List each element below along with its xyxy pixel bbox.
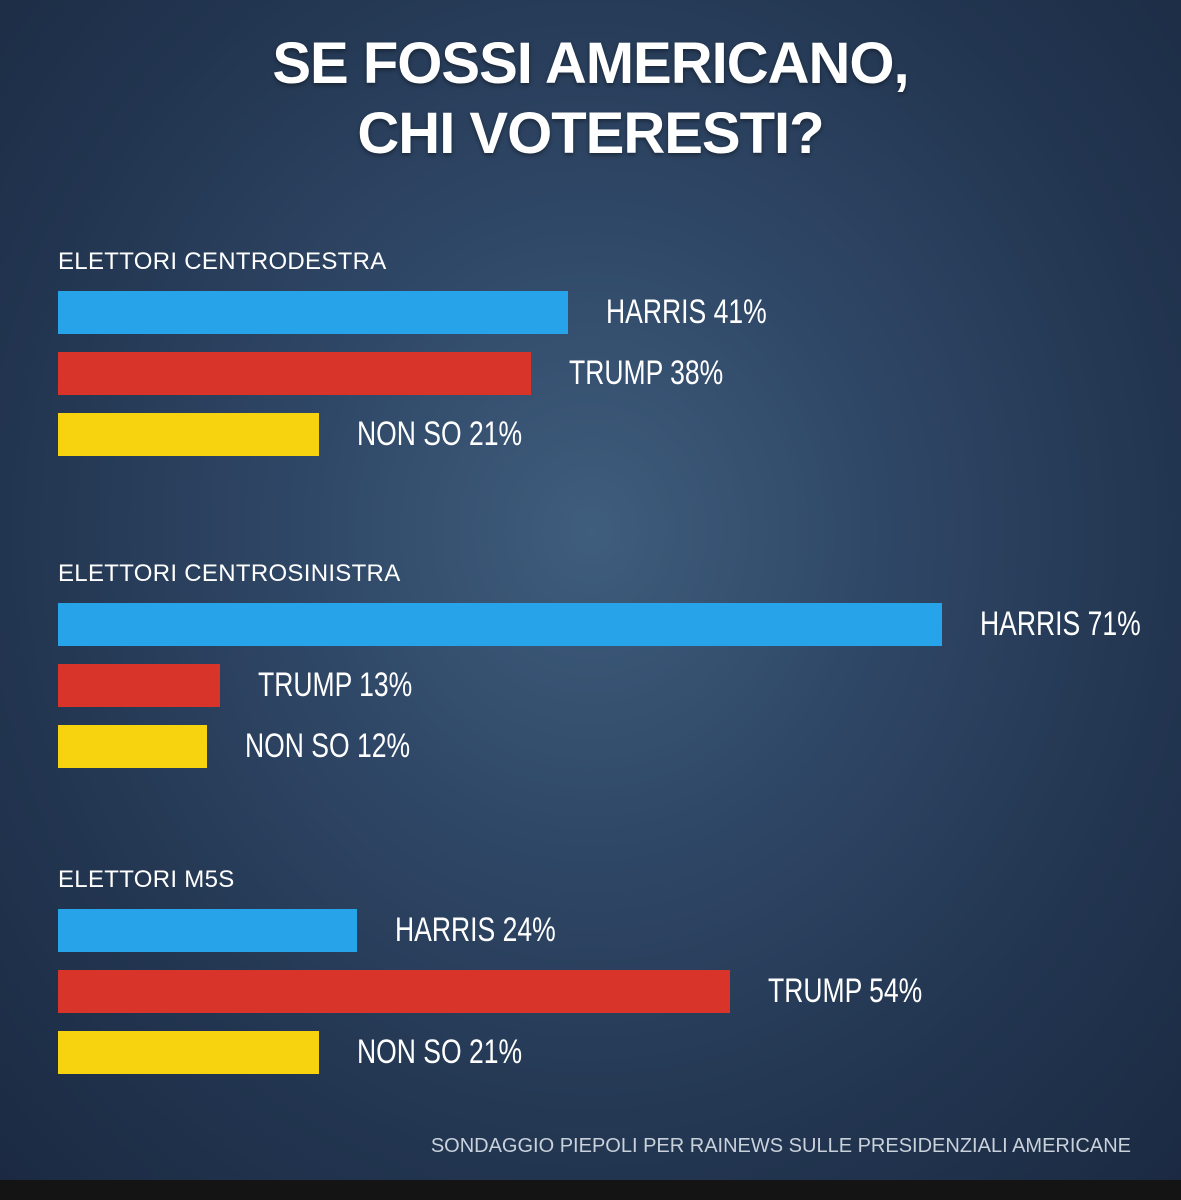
bar-value-label: HARRIS 41% [606,293,767,331]
bar-non-so [58,725,207,768]
source-note: SONDAGGIO PIEPOLI PER RAINEWS SULLE PRES… [430,1135,1131,1157]
bar-value-label: NON SO 21% [357,415,523,453]
title-line-1: SE FOSSI AMERICANO, [272,31,909,96]
group-label: ELETTORI CENTROSINISTRA [58,560,401,587]
title-line-2: CHI VOTERESTI? [357,101,824,166]
group-label: ELETTORI M5S [58,866,235,893]
group-label: ELETTORI CENTRODESTRA [58,248,387,275]
bar-value-label: TRUMP 54% [768,972,923,1010]
bar-value-label: NON SO 12% [245,727,411,765]
bar-trump [58,664,220,707]
bar-non-so [58,413,319,456]
bar-harris [58,909,357,952]
bar-value-label: HARRIS 71% [980,605,1141,643]
bar-harris [58,291,568,334]
bar-non-so [58,1031,319,1074]
bar-harris [58,603,942,646]
bar-value-label: NON SO 21% [357,1033,523,1071]
bar-value-label: HARRIS 24% [395,911,556,949]
bar-value-label: TRUMP 13% [258,666,413,704]
bar-trump [58,352,531,395]
bottom-strip [0,1180,1181,1200]
bar-value-label: TRUMP 38% [569,354,724,392]
bar-trump [58,970,730,1013]
